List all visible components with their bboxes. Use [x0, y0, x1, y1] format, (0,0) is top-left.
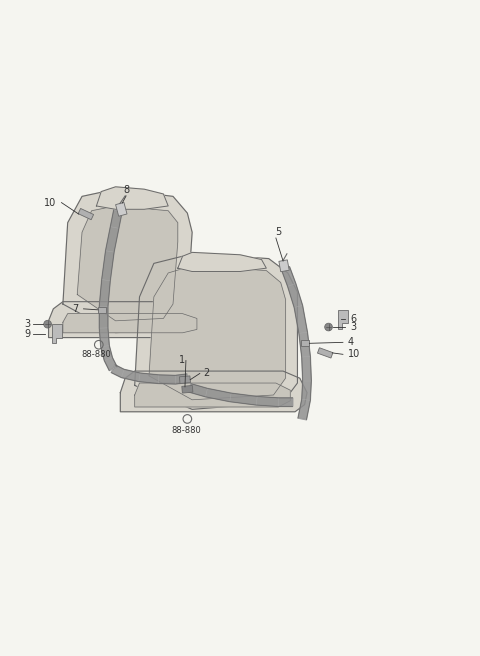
Circle shape: [324, 323, 332, 331]
Circle shape: [44, 320, 51, 328]
Polygon shape: [48, 302, 211, 338]
Bar: [78, 209, 94, 220]
Bar: [180, 376, 191, 384]
Bar: [317, 348, 333, 358]
Polygon shape: [135, 254, 298, 409]
Bar: [301, 340, 310, 346]
Polygon shape: [189, 384, 293, 407]
Bar: [116, 203, 127, 216]
Text: 4: 4: [348, 337, 354, 348]
Text: 3: 3: [24, 319, 30, 329]
Polygon shape: [96, 187, 168, 209]
Text: 88-880: 88-880: [82, 350, 111, 359]
Text: 10: 10: [44, 197, 56, 207]
Polygon shape: [111, 365, 188, 384]
Polygon shape: [120, 371, 307, 412]
Text: 6: 6: [350, 314, 356, 324]
Bar: [182, 386, 193, 393]
Text: 2: 2: [203, 369, 209, 379]
Polygon shape: [338, 310, 348, 329]
Polygon shape: [52, 324, 62, 343]
Polygon shape: [77, 206, 178, 321]
Text: 10: 10: [348, 350, 360, 359]
Polygon shape: [149, 266, 286, 400]
Text: 9: 9: [24, 329, 30, 338]
Text: 5: 5: [275, 227, 281, 237]
Polygon shape: [178, 253, 266, 272]
Bar: [98, 307, 107, 313]
Text: 7: 7: [72, 304, 79, 314]
Polygon shape: [63, 314, 197, 333]
Bar: [279, 260, 289, 272]
Polygon shape: [99, 210, 122, 371]
Polygon shape: [135, 383, 290, 407]
Text: 88-880: 88-880: [171, 426, 201, 436]
Text: 8: 8: [123, 185, 129, 195]
Polygon shape: [63, 189, 192, 333]
Text: 3: 3: [350, 322, 356, 332]
Text: 1: 1: [179, 355, 185, 365]
Polygon shape: [281, 267, 312, 420]
